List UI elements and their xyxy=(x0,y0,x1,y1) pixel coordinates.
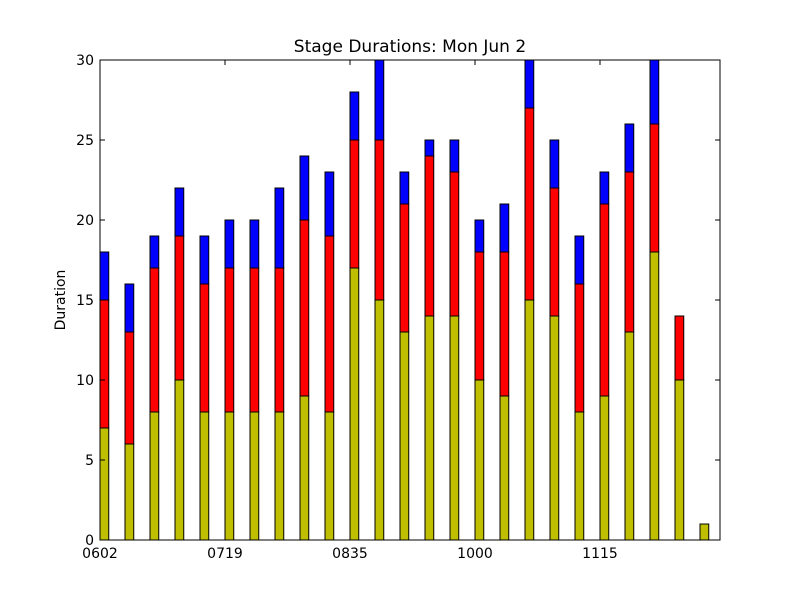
bar-segment-15-0 xyxy=(474,379,485,541)
y-tick-label-10: 10 xyxy=(76,373,94,389)
bar-segment-21-1 xyxy=(624,171,635,333)
bar-segment-12-2 xyxy=(399,171,410,205)
bar-segment-22-1 xyxy=(649,123,660,253)
bar-segment-15-1 xyxy=(474,251,485,381)
bar-segment-23-1 xyxy=(674,315,685,381)
bar-segment-19-1 xyxy=(574,283,585,413)
bar-segment-24-0 xyxy=(699,523,710,541)
chart-title: Stage Durations: Mon Jun 2 xyxy=(294,37,526,57)
x-tick-label-1000: 1000 xyxy=(457,546,493,562)
bar-segment-16-1 xyxy=(499,251,510,397)
bar-segment-19-2 xyxy=(574,235,585,285)
bar-segment-20-0 xyxy=(599,395,610,541)
bar-segment-22-2 xyxy=(649,59,660,125)
y-tick-label-30: 30 xyxy=(76,53,94,69)
bar-segment-11-0 xyxy=(374,299,385,541)
bar-segment-8-2 xyxy=(299,155,310,221)
bar-segment-11-2 xyxy=(374,59,385,141)
bar-segment-6-0 xyxy=(249,411,260,541)
bar-segment-2-0 xyxy=(149,411,160,541)
bar-segment-12-0 xyxy=(399,331,410,541)
bar-segment-4-1 xyxy=(199,283,210,413)
x-tick-label-0719: 0719 xyxy=(207,546,243,562)
bar-segment-6-1 xyxy=(249,267,260,413)
bar-segment-1-2 xyxy=(124,283,135,333)
ticks-group: 0 5 10 15 20 25 30 0602 0719 0835 1000 1115 xyxy=(76,53,720,562)
bar-segment-23-0 xyxy=(674,379,685,541)
bar-segment-10-0 xyxy=(349,267,360,541)
bar-segment-9-2 xyxy=(324,171,335,237)
bar-segment-21-2 xyxy=(624,123,635,173)
bar-segment-21-0 xyxy=(624,331,635,541)
x-tick-label-0602: 0602 xyxy=(82,546,118,562)
bar-segment-7-0 xyxy=(274,411,285,541)
bar-segment-8-1 xyxy=(299,219,310,397)
bar-segment-18-2 xyxy=(549,139,560,189)
bar-segment-5-0 xyxy=(224,411,235,541)
bar-segment-2-2 xyxy=(149,235,160,269)
bar-segment-1-1 xyxy=(124,331,135,445)
bar-segment-14-2 xyxy=(449,139,460,173)
bar-segment-20-1 xyxy=(599,203,610,397)
bar-segment-0-0 xyxy=(99,427,110,541)
plot-frame xyxy=(99,59,721,541)
y-tick-label-0: 0 xyxy=(85,533,94,549)
bar-segment-14-1 xyxy=(449,171,460,317)
bar-segment-19-0 xyxy=(574,411,585,541)
bar-segment-11-1 xyxy=(374,139,385,301)
y-axis-label: Duration xyxy=(53,270,69,331)
bar-segment-16-0 xyxy=(499,395,510,541)
bar-segment-17-1 xyxy=(524,107,535,301)
y-tick-label-25: 25 xyxy=(76,133,94,149)
bar-segment-18-0 xyxy=(549,315,560,541)
bar-segment-4-2 xyxy=(199,235,210,285)
y-tick-label-15: 15 xyxy=(76,293,94,309)
x-tick-label-0835: 0835 xyxy=(332,546,368,562)
bar-segment-0-1 xyxy=(99,299,110,429)
bar-segment-0-2 xyxy=(99,251,110,301)
bar-segment-10-2 xyxy=(349,91,360,141)
bar-segment-6-2 xyxy=(249,219,260,269)
bar-segment-22-0 xyxy=(649,251,660,541)
bar-segment-5-2 xyxy=(224,219,235,269)
bar-segment-17-0 xyxy=(524,299,535,541)
bar-segment-3-2 xyxy=(174,187,185,237)
bar-segment-13-2 xyxy=(424,139,435,157)
bar-segment-9-1 xyxy=(324,235,335,413)
bar-segment-2-1 xyxy=(149,267,160,413)
bar-segment-20-2 xyxy=(599,171,610,205)
y-tick-label-5: 5 xyxy=(85,453,94,469)
bar-segment-13-1 xyxy=(424,155,435,317)
bar-segment-1-0 xyxy=(124,443,135,541)
bar-segment-5-1 xyxy=(224,267,235,413)
bar-segment-13-0 xyxy=(424,315,435,541)
y-tick-label-20: 20 xyxy=(76,213,94,229)
bar-segment-9-0 xyxy=(324,411,335,541)
bar-segment-16-2 xyxy=(499,203,510,253)
x-tick-label-1115: 1115 xyxy=(582,546,618,562)
bar-segment-17-2 xyxy=(524,59,535,109)
bar-segment-7-2 xyxy=(274,187,285,269)
bars-group xyxy=(99,59,710,541)
bar-segment-8-0 xyxy=(299,395,310,541)
bar-segment-7-1 xyxy=(274,267,285,413)
bar-segment-3-0 xyxy=(174,379,185,541)
bar-segment-15-2 xyxy=(474,219,485,253)
bar-segment-4-0 xyxy=(199,411,210,541)
bar-segment-12-1 xyxy=(399,203,410,333)
bar-segment-10-1 xyxy=(349,139,360,269)
bar-segment-14-0 xyxy=(449,315,460,541)
bar-segment-3-1 xyxy=(174,235,185,381)
bar-segment-18-1 xyxy=(549,187,560,317)
